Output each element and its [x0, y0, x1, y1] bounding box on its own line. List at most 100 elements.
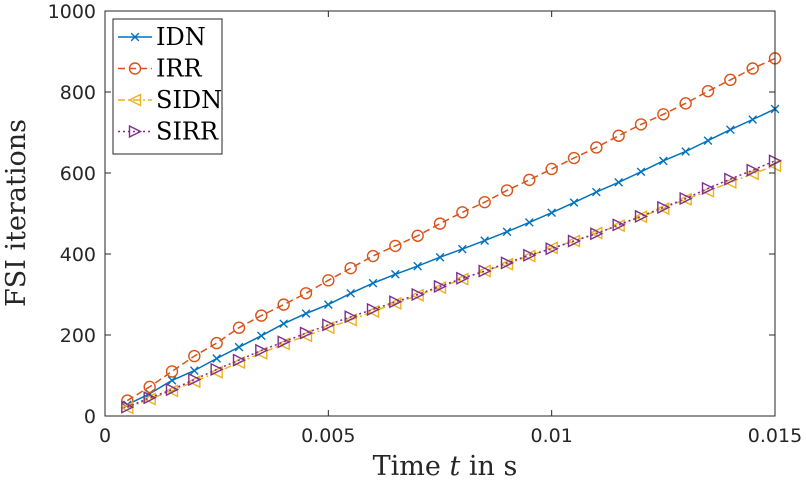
- data-point-irr: [478, 195, 491, 209]
- data-point-sirr: [456, 271, 470, 285]
- data-point-sirr: [121, 400, 135, 414]
- series-sirr: [121, 154, 783, 414]
- data-point-sirr: [500, 256, 515, 270]
- data-point-sirr: [366, 302, 381, 317]
- legend-entry-irr: IRR: [118, 55, 203, 83]
- data-point-irr: [299, 287, 313, 300]
- legend-entries: IDN IRR SIDN SIRR: [118, 23, 222, 146]
- data-point-idn: [189, 366, 199, 375]
- data-point-irr: [389, 239, 402, 253]
- data-point-idn: [658, 156, 668, 166]
- data-point-irr: [679, 97, 692, 110]
- data-point-idn: [457, 244, 467, 254]
- data-point-sirr: [679, 191, 693, 206]
- data-point-irr: [255, 309, 268, 322]
- legend-marker: [127, 93, 142, 107]
- data-point-sidn: [321, 321, 335, 335]
- data-point-sirr: [590, 227, 604, 241]
- data-point-idn: [346, 288, 356, 298]
- data-point-sidn: [432, 280, 447, 295]
- y-axis-label: FSI iterations: [1, 119, 32, 307]
- legend-marker: [130, 32, 140, 42]
- data-point-sirr: [344, 310, 358, 324]
- x-tick-label: 0.01: [531, 425, 573, 447]
- legend: IDN IRR SIDN SIRR: [112, 18, 223, 155]
- data-point-idn: [256, 331, 266, 341]
- x-tick-label: 0: [99, 425, 111, 447]
- y-tick-label: 0: [84, 406, 96, 428]
- data-point-idn: [681, 147, 691, 156]
- series-layer: [120, 52, 783, 415]
- data-point-sirr: [232, 353, 247, 367]
- ticks-layer: 0 0.005 0.01 0.015 0 200 400 600 800 1000: [48, 1, 803, 447]
- data-point-irr: [746, 62, 759, 75]
- data-point-idn: [390, 269, 400, 279]
- legend-entry-sirr: SIRR: [118, 118, 219, 146]
- data-point-sirr: [567, 234, 582, 248]
- x-axis-label: Time t in s: [373, 451, 518, 480]
- data-point-sidn: [745, 167, 759, 181]
- data-point-idn: [279, 319, 289, 329]
- data-point-sirr: [433, 279, 448, 294]
- data-point-irr: [210, 336, 223, 350]
- data-point-sidn: [187, 374, 201, 389]
- x-axis-label-suffix: in s: [469, 451, 517, 480]
- y-tick-label: 800: [60, 82, 96, 104]
- data-point-irr: [724, 73, 737, 87]
- data-point-sidn: [589, 226, 603, 240]
- series-irr: [121, 52, 782, 407]
- data-point-irr: [366, 249, 380, 263]
- data-point-idn: [547, 208, 557, 218]
- data-point-sirr: [210, 362, 224, 377]
- data-point-irr: [344, 261, 357, 275]
- x-tick-label: 0.015: [748, 425, 802, 447]
- data-point-sirr: [143, 391, 157, 405]
- data-point-sirr: [322, 318, 336, 332]
- data-point-sidn: [611, 219, 625, 233]
- data-point-idn: [212, 354, 222, 363]
- data-point-irr: [567, 151, 581, 165]
- data-point-irr: [634, 118, 648, 131]
- legend-entry-sidn: SIDN: [118, 86, 222, 114]
- data-point-sirr: [657, 200, 671, 215]
- data-point-idn: [569, 198, 579, 207]
- data-point-sidn: [656, 202, 670, 216]
- legend-label: SIRR: [156, 118, 219, 146]
- data-point-sidn: [544, 241, 558, 255]
- data-point-sidn: [298, 329, 313, 343]
- data-point-idn: [636, 167, 646, 177]
- data-point-irr: [411, 229, 424, 242]
- data-point-sidn: [678, 192, 692, 206]
- data-point-sirr: [478, 264, 492, 278]
- data-point-sirr: [277, 335, 291, 349]
- data-point-irr: [500, 184, 514, 197]
- legend-marker: [128, 124, 143, 139]
- y-tick-label: 1000: [48, 1, 96, 23]
- data-point-irr: [612, 129, 625, 142]
- data-point-idn: [167, 376, 177, 385]
- data-point-irr: [188, 349, 201, 363]
- data-point-idn: [480, 236, 490, 245]
- data-point-irr: [322, 274, 335, 287]
- data-point-sidn: [164, 384, 179, 398]
- data-point-idn: [368, 278, 378, 288]
- axes-box: [104, 10, 776, 417]
- data-point-irr: [456, 206, 469, 219]
- y-tick-label: 600: [60, 163, 96, 185]
- data-point-sidn: [499, 257, 514, 271]
- data-point-sirr: [255, 343, 269, 358]
- data-point-sirr: [612, 218, 626, 232]
- data-point-idn: [301, 309, 311, 318]
- data-point-irr: [232, 321, 246, 334]
- data-point-idn: [323, 300, 333, 309]
- data-point-sidn: [723, 175, 737, 189]
- data-point-irr: [545, 162, 558, 176]
- data-point-sirr: [523, 248, 537, 262]
- data-point-sidn: [365, 304, 380, 319]
- data-point-sidn: [410, 288, 424, 302]
- data-point-sirr: [165, 383, 180, 397]
- data-point-sidn: [522, 249, 536, 263]
- series-idn: [122, 104, 780, 410]
- data-point-irr: [121, 394, 134, 407]
